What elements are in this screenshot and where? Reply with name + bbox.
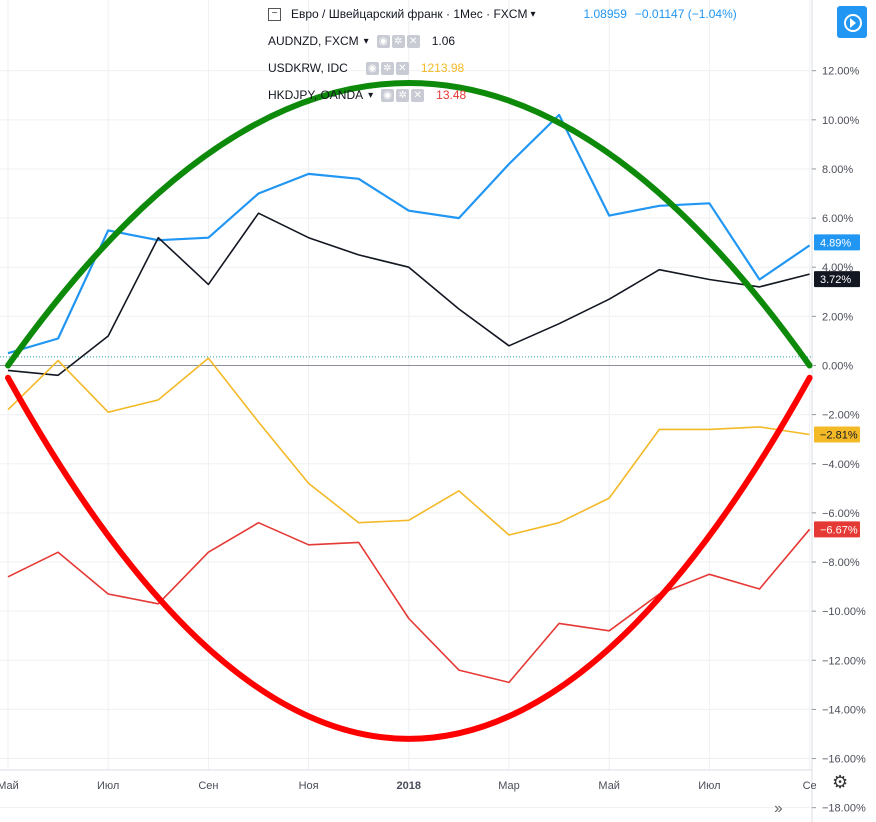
y-tick-label: 0.00%: [822, 360, 853, 372]
drawn-arc[interactable]: [5, 374, 813, 742]
chart-grid: [0, 0, 812, 809]
x-tick-label: Июл: [97, 780, 119, 792]
last-value-text: 3.72%: [820, 274, 851, 286]
legend-row-audnzd[interactable]: AUDNZD, FXCM ▾ ◉ ✲ ✕ 1.06: [268, 30, 455, 52]
gear-icon[interactable]: ✲: [380, 61, 394, 75]
gear-icon[interactable]: ✲: [391, 34, 405, 48]
x-tick-label: Се: [803, 780, 817, 792]
minus-square-icon[interactable]: −: [268, 7, 281, 21]
last-value-text: −2.81%: [820, 430, 858, 442]
y-tick-label: 12.00%: [822, 66, 860, 78]
gear-icon[interactable]: ✲: [396, 88, 410, 102]
legend-row-hkdjpy[interactable]: HKDJPY, OANDA ▾ ◉ ✲ ✕ 13.48: [268, 84, 466, 106]
last-value-labels: 4.89% 3.72% −2.81% −6.67%: [814, 234, 860, 538]
eye-icon[interactable]: ◉: [381, 88, 395, 102]
drawn-arc[interactable]: [5, 80, 813, 369]
main-symbol-value: 1.08959: [583, 7, 627, 21]
x-tick-label: Май: [0, 780, 19, 792]
last-value-tag: [814, 271, 860, 288]
time-axis[interactable]: Май Июл Сен Ноя 2018 Мар Май Июл Се: [0, 780, 817, 792]
legend-value: 1.06: [431, 34, 456, 48]
last-value-text: −6.67%: [820, 524, 858, 536]
close-icon[interactable]: ✕: [395, 61, 409, 75]
x-tick-label: Мар: [498, 780, 520, 792]
price-axis[interactable]: 12.00%10.00%8.00%6.00%4.00%2.00%0.00%−2.…: [812, 66, 866, 815]
last-value-tag: [814, 521, 860, 538]
y-tick-label: −10.00%: [822, 606, 866, 618]
play-icon[interactable]: [837, 6, 867, 38]
close-icon[interactable]: ✕: [406, 34, 420, 48]
y-tick-label: −2.00%: [822, 410, 860, 422]
y-tick-label: −4.00%: [822, 459, 860, 471]
eye-icon[interactable]: ◉: [376, 34, 390, 48]
x-tick-label: Сен: [198, 780, 218, 792]
eye-icon[interactable]: ◉: [365, 61, 379, 75]
y-tick-label: −12.00%: [822, 655, 866, 667]
x-tick-label: 2018: [397, 780, 421, 792]
y-tick-label: −14.00%: [822, 704, 866, 716]
gear-icon[interactable]: ⚙: [832, 772, 849, 792]
play-triangle: [850, 18, 856, 28]
last-value-text: 4.89%: [820, 237, 851, 249]
last-value-tag: [814, 234, 860, 251]
legend-value: 1213.98: [420, 61, 465, 75]
y-tick-label: 10.00%: [822, 115, 860, 127]
chevron-down-icon[interactable]: ▾: [530, 8, 536, 20]
y-tick-label: −16.00%: [822, 754, 866, 766]
chevron-down-icon[interactable]: ▾: [363, 35, 369, 47]
last-value-tag: [814, 426, 860, 443]
series-line: [7, 521, 811, 684]
double-chevron-right-icon[interactable]: ››: [774, 800, 783, 817]
legend-symbol[interactable]: USDKRW, IDC: [268, 61, 348, 75]
chevron-down-icon[interactable]: ▾: [368, 89, 374, 101]
drawings-layer[interactable]: [5, 80, 813, 742]
close-icon[interactable]: ✕: [411, 88, 425, 102]
series-line: [7, 212, 810, 377]
y-tick-label: −8.00%: [822, 557, 860, 569]
main-symbol-row[interactable]: − Евро / Швейцарский франк · 1Мес · FXCM…: [268, 3, 737, 25]
legend-symbol[interactable]: AUDNZD, FXCM: [268, 34, 359, 48]
series-line: [7, 357, 810, 536]
y-tick-label: −18.00%: [822, 803, 866, 815]
y-tick-label: −6.00%: [822, 508, 860, 520]
legend-row-usdkrw[interactable]: USDKRW, IDC ▾ ◉ ✲ ✕ 1213.98: [268, 57, 464, 79]
main-symbol-change: −0.01147 (−1.04%): [634, 7, 737, 21]
legend-symbol[interactable]: HKDJPY, OANDA: [268, 88, 364, 102]
x-tick-label: Июл: [698, 780, 720, 792]
main-symbol-title[interactable]: Евро / Швейцарский франк · 1Мес · FXCM: [291, 7, 528, 21]
legend-value: 13.48: [436, 88, 467, 102]
x-tick-label: Май: [598, 780, 620, 792]
y-tick-label: 8.00%: [822, 164, 853, 176]
play-circle: [844, 14, 862, 32]
y-tick-label: 6.00%: [822, 213, 853, 225]
x-tick-label: Ноя: [299, 780, 319, 792]
y-tick-label: 2.00%: [822, 311, 853, 323]
